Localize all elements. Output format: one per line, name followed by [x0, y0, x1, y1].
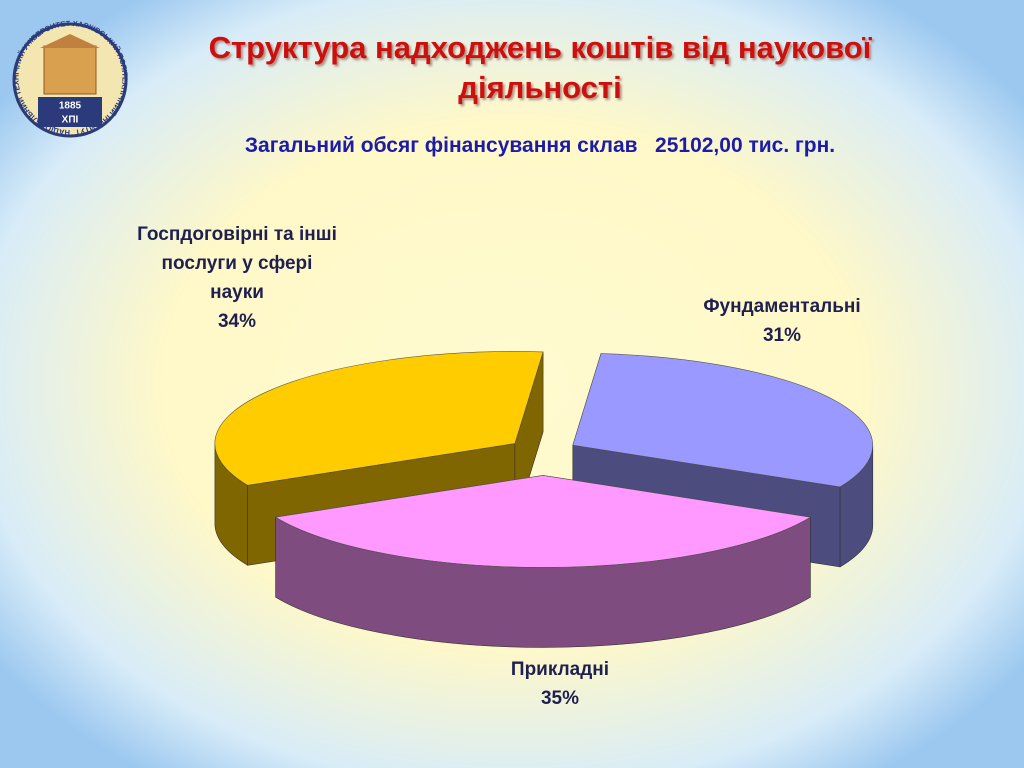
category-label: Прикладні [510, 659, 610, 680]
value-label: 31% [762, 325, 802, 346]
category-label: Фундаментальні [703, 296, 861, 317]
slice [214, 351, 544, 486]
logo-banner [38, 97, 102, 127]
slice-label: Прикладні 35% [460, 655, 660, 713]
value-label: 34% [217, 311, 257, 332]
logo-abbr: ХПІ [62, 115, 79, 126]
logo-roof [40, 34, 100, 48]
logo-year: 1885 [59, 101, 82, 112]
chart-title: Структура надходжень коштів від наукової… [208, 30, 872, 105]
slice-label: Госпдоговірні та інші послуги у сфері на… [137, 220, 337, 336]
value-label: 35% [540, 688, 580, 709]
slice [572, 353, 874, 488]
slice-label: Фундаментальні 31% [662, 292, 902, 350]
logo: НАЦІОНАЛЬНИЙ ТЕХНІЧНИЙ УНІВЕРСИТЕТ ХАРКІ… [11, 19, 130, 138]
category-label: Госпдоговірні та інші послуги у сфері на… [137, 224, 337, 303]
slice [274, 475, 812, 568]
logo-building [43, 45, 97, 95]
chart-subtitle: Загальний обсяг фінансування склав 25102… [244, 134, 836, 157]
